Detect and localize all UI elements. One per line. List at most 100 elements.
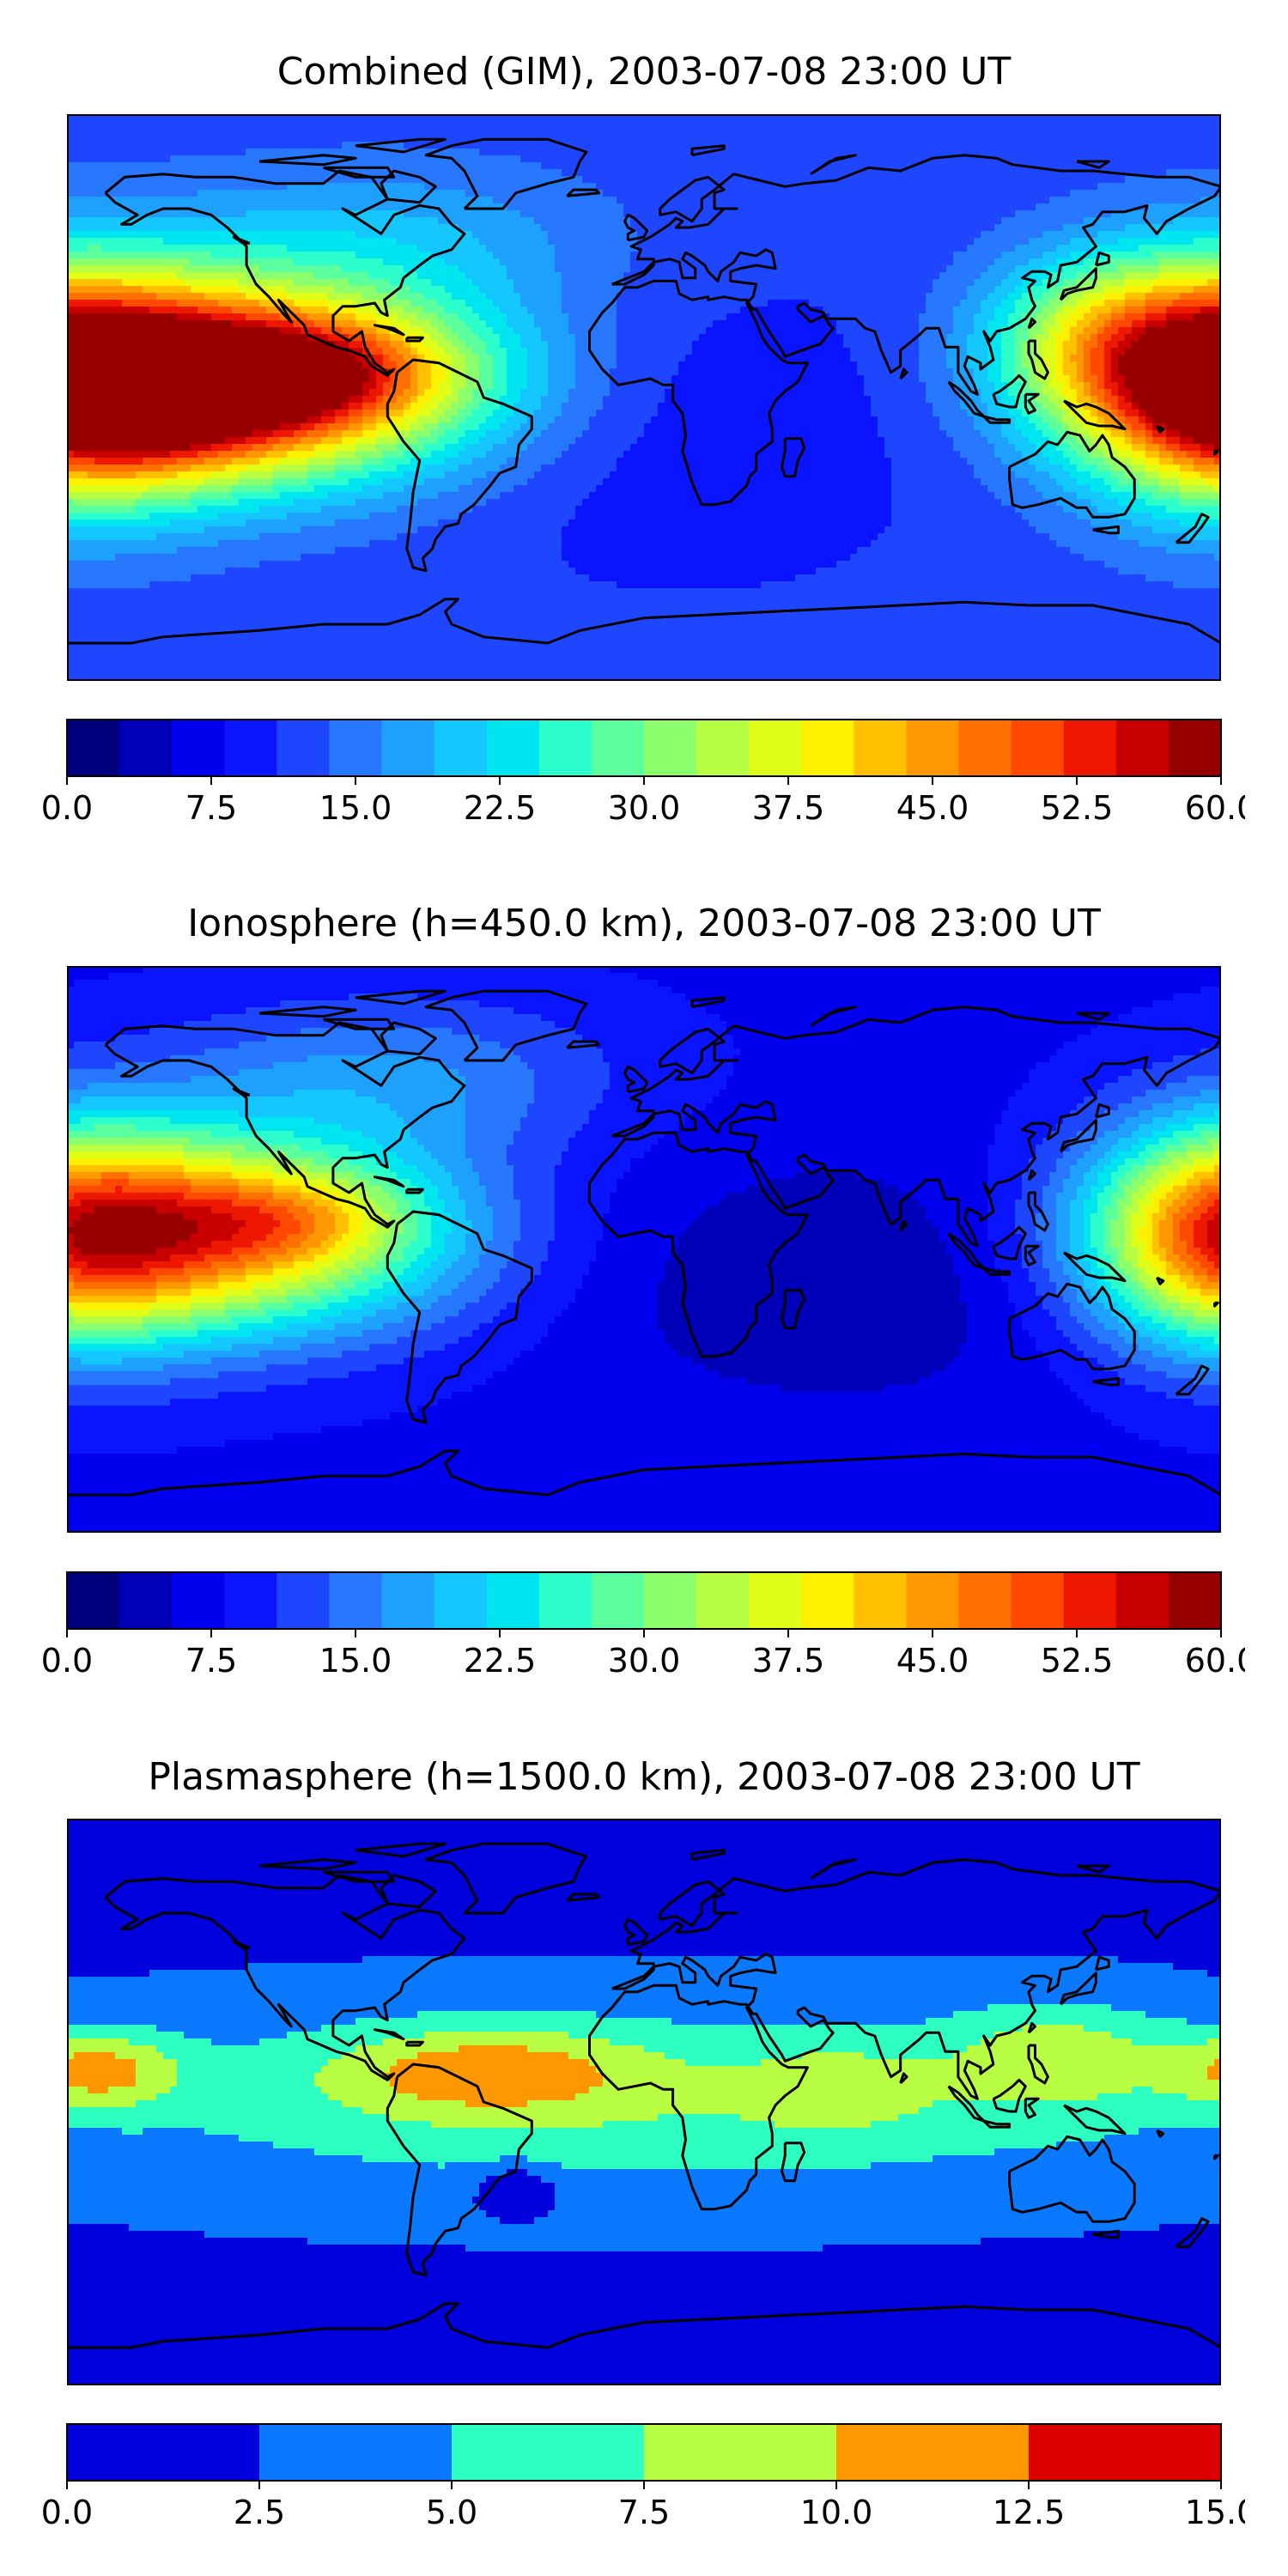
colorbar-segment-15 (854, 720, 907, 776)
map-frame (67, 114, 1221, 681)
colorbar-tick-label-2: 15.0 (319, 789, 392, 827)
colorbar-segment-3 (224, 720, 277, 776)
colorbar-tick-label-7: 52.5 (1041, 1642, 1114, 1680)
coastline-9 (1094, 251, 1110, 267)
coastline-25 (1092, 1376, 1120, 1387)
colorbar-segment-15 (854, 1572, 907, 1629)
coastline-19 (566, 1893, 601, 1902)
coastline-20 (232, 1087, 251, 1097)
coastline-23 (355, 1842, 447, 1858)
coastline-21 (323, 166, 396, 179)
coastline-26 (690, 1849, 726, 1862)
colorbar-segment-11 (644, 1572, 697, 1629)
coastline-2 (588, 154, 1221, 507)
colorbar-segment-14 (801, 720, 854, 776)
coastline-21 (323, 1018, 396, 1030)
colorbar-segment-19 (1063, 720, 1117, 776)
coastline-27 (810, 154, 857, 175)
colorbar-segment-16 (906, 1572, 960, 1629)
coastline-11 (982, 2119, 1012, 2129)
combined-panel-title: Combined (GIM), 2003-07-08 23:00 UT (0, 50, 1288, 94)
coastline-1 (386, 1210, 533, 1425)
coastline-17 (373, 2028, 405, 2041)
colorbar-segment-19 (1063, 1572, 1117, 1629)
coastline-17 (373, 1176, 405, 1188)
coastline-5 (67, 1449, 1221, 1497)
coastline-0 (104, 1874, 466, 2081)
coastline-13 (1024, 392, 1040, 415)
colorbar-tick-label-4: 10.0 (800, 2494, 873, 2531)
coastline-26 (690, 996, 726, 1009)
colorbar-tick-label-0: 0.0 (43, 1642, 93, 1680)
coastline-20 (232, 1940, 251, 1949)
colorbar-segment-14 (801, 1572, 854, 1629)
colorbar-segment-7 (434, 1572, 488, 1629)
coastline-7 (623, 213, 649, 242)
coastline-12 (992, 374, 1027, 409)
colorbar-tick-label-6: 45.0 (896, 789, 969, 827)
coastline-3 (1008, 2135, 1136, 2223)
coastline-4 (424, 989, 588, 1062)
field-cells (67, 114, 1221, 681)
coastline-14 (1063, 399, 1127, 431)
colorbar-segment-3 (644, 2424, 837, 2481)
colorbar-segment-1 (119, 1572, 173, 1629)
colorbar-tick-label-3: 22.5 (464, 789, 537, 827)
plasmasphere-panel-title: Plasmasphere (h=1500.0 km), 2003-07-08 2… (0, 1755, 1288, 1799)
colorbar-tick-label-1: 7.5 (185, 789, 237, 827)
colorbar-tick-label-4: 30.0 (608, 1642, 681, 1680)
colorbar-segment-8 (486, 1572, 540, 1629)
coastline-7 (623, 1917, 649, 1947)
coastline-25 (1092, 525, 1120, 535)
coastline-2 (588, 1858, 1221, 2211)
coastline-24 (380, 1874, 437, 1909)
colorbar-segment-6 (381, 720, 435, 776)
coastline-21 (323, 1870, 396, 1883)
colorbar-segment-12 (696, 720, 750, 776)
ionosphere-panel-title: Ionosphere (h=450.0 km), 2003-07-08 23:0… (0, 902, 1288, 945)
colorbar-segment-1 (119, 720, 173, 776)
colorbar-segment-10 (591, 720, 645, 776)
coastline-8 (1059, 267, 1097, 301)
coastlines (67, 1842, 1221, 2349)
coastline-18 (405, 1188, 424, 1194)
coastline-15 (1027, 339, 1049, 380)
coastline-15 (1027, 1191, 1049, 1232)
colorbar-segment-13 (749, 720, 802, 776)
coastline-5 (67, 2302, 1221, 2349)
coastline-6 (781, 1289, 806, 1330)
coastline-31 (1027, 1169, 1036, 1182)
coastline-16 (1175, 1364, 1210, 1396)
coastline-28 (1076, 1864, 1110, 1874)
colorbar-segment-16 (906, 720, 960, 776)
ionosphere-map (67, 966, 1221, 1533)
coastline-28 (1076, 1012, 1110, 1021)
coastline-22 (258, 154, 357, 167)
coastline-3 (1008, 1282, 1136, 1370)
coastline-29 (1213, 2154, 1219, 2160)
coastline-30 (899, 1219, 908, 1232)
plasmasphere-colorbar: 0.0 2.5 5.0 7.5 10.0 12.5 15.0 (43, 2423, 1245, 2531)
colorbar-tick-label-6: 45.0 (896, 1642, 969, 1680)
colorbar-tick-label-5: 37.5 (752, 789, 825, 827)
coastline-9 (1094, 1955, 1110, 1971)
coastline-0 (104, 169, 466, 377)
field-cells (67, 1819, 1221, 2385)
colorbar-tick-label-5: 37.5 (752, 1642, 825, 1680)
coastline-19 (566, 188, 601, 197)
coastline-17 (373, 324, 405, 337)
colorbar-segment-10 (591, 1572, 645, 1629)
colorbar-segment-2 (172, 1572, 225, 1629)
coastline-14 (1063, 1251, 1127, 1283)
coastline-14 (1063, 2104, 1127, 2136)
colorbar-segment-13 (749, 1572, 802, 1629)
coastline-27 (810, 1005, 857, 1027)
coastline-1 (386, 358, 533, 573)
coastlines (67, 137, 1221, 645)
coastline-29 (1213, 449, 1219, 456)
colorbar-tick-label-0: 0.0 (43, 789, 93, 827)
coastline-12 (992, 2078, 1027, 2113)
colorbar-segment-3 (224, 1572, 277, 1629)
coastline-23 (355, 137, 447, 154)
